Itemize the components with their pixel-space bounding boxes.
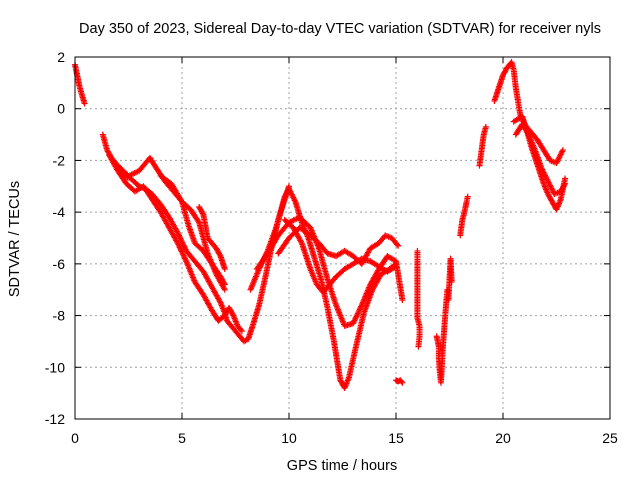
data-point bbox=[448, 278, 455, 285]
y-tick-label: 0 bbox=[57, 101, 65, 117]
data-point bbox=[195, 218, 202, 225]
plot-frame bbox=[74, 56, 611, 420]
data-point bbox=[399, 297, 406, 304]
data-point bbox=[356, 307, 363, 314]
data-point bbox=[176, 234, 183, 241]
y-tick-label: -4 bbox=[53, 204, 66, 220]
data-point bbox=[178, 197, 185, 204]
data-point bbox=[352, 316, 359, 323]
data-point bbox=[351, 317, 358, 324]
data-point bbox=[399, 379, 406, 386]
x-tick-labels: 0 5 10 15 20 25 bbox=[71, 430, 618, 446]
data-point bbox=[221, 280, 228, 287]
data-point bbox=[393, 263, 399, 270]
y-tick-labels: -12 -10 -8 -6 -4 -2 0 2 bbox=[45, 49, 65, 427]
data-point bbox=[562, 180, 569, 187]
data-point bbox=[178, 247, 185, 254]
x-tick-label: 5 bbox=[178, 430, 186, 446]
data-point bbox=[221, 286, 228, 293]
data-point bbox=[415, 343, 422, 350]
data-point bbox=[356, 306, 363, 313]
data-point bbox=[394, 241, 401, 248]
y-axis-label: SDTVAR / TECUs bbox=[7, 181, 23, 297]
data-point bbox=[199, 210, 206, 217]
data-point bbox=[237, 326, 244, 333]
data-point bbox=[398, 378, 405, 385]
axis-ticks bbox=[74, 56, 611, 420]
data-point bbox=[358, 303, 365, 310]
data-point bbox=[181, 255, 188, 262]
data-point bbox=[350, 318, 357, 325]
x-tick-label: 0 bbox=[71, 430, 79, 446]
data-point bbox=[216, 251, 223, 258]
x-tick-label: 20 bbox=[495, 430, 511, 446]
data-point bbox=[182, 256, 189, 263]
data-point bbox=[180, 252, 187, 259]
x-tick-label: 10 bbox=[281, 430, 297, 446]
x-tick-label: 25 bbox=[602, 430, 618, 446]
data-point bbox=[175, 241, 182, 248]
data-point bbox=[561, 181, 568, 188]
y-tick-label: -12 bbox=[45, 411, 65, 427]
data-point bbox=[482, 123, 489, 130]
data-point bbox=[559, 147, 566, 154]
data-point bbox=[350, 320, 357, 327]
data-point bbox=[354, 311, 361, 318]
data-point bbox=[221, 281, 228, 288]
data-point bbox=[81, 100, 88, 107]
y-tick-label: -8 bbox=[53, 308, 66, 324]
y-tick-label: -2 bbox=[53, 152, 66, 168]
data-point bbox=[357, 305, 364, 312]
data-point bbox=[175, 231, 182, 238]
data-point bbox=[395, 242, 402, 249]
data-point bbox=[174, 240, 181, 247]
data-point bbox=[179, 249, 186, 256]
data-point bbox=[178, 248, 185, 255]
data-point bbox=[238, 328, 245, 335]
x-axis-label: GPS time / hours bbox=[287, 458, 397, 474]
data-point bbox=[229, 311, 236, 318]
y-tick-label: -10 bbox=[45, 359, 65, 375]
data-point bbox=[176, 242, 183, 249]
data-point bbox=[353, 313, 360, 320]
chart-title: Day 350 of 2023, Sidereal Day-to-day VTE… bbox=[79, 21, 601, 37]
grid-lines bbox=[75, 57, 610, 419]
data-point bbox=[181, 254, 188, 261]
data-point bbox=[221, 266, 228, 273]
data-point bbox=[179, 251, 186, 258]
data-point bbox=[176, 244, 183, 251]
x-tick-label: 15 bbox=[388, 430, 404, 446]
y-tick-label: -6 bbox=[53, 256, 66, 272]
data-point bbox=[352, 314, 359, 321]
data-point bbox=[177, 245, 184, 252]
data-points bbox=[72, 59, 569, 391]
data-point bbox=[176, 232, 183, 239]
data-point bbox=[355, 309, 362, 316]
data-point bbox=[464, 193, 471, 200]
data-point bbox=[174, 229, 181, 236]
data-point bbox=[354, 310, 361, 317]
data-point bbox=[562, 175, 569, 182]
y-tick-label: 2 bbox=[57, 49, 65, 65]
